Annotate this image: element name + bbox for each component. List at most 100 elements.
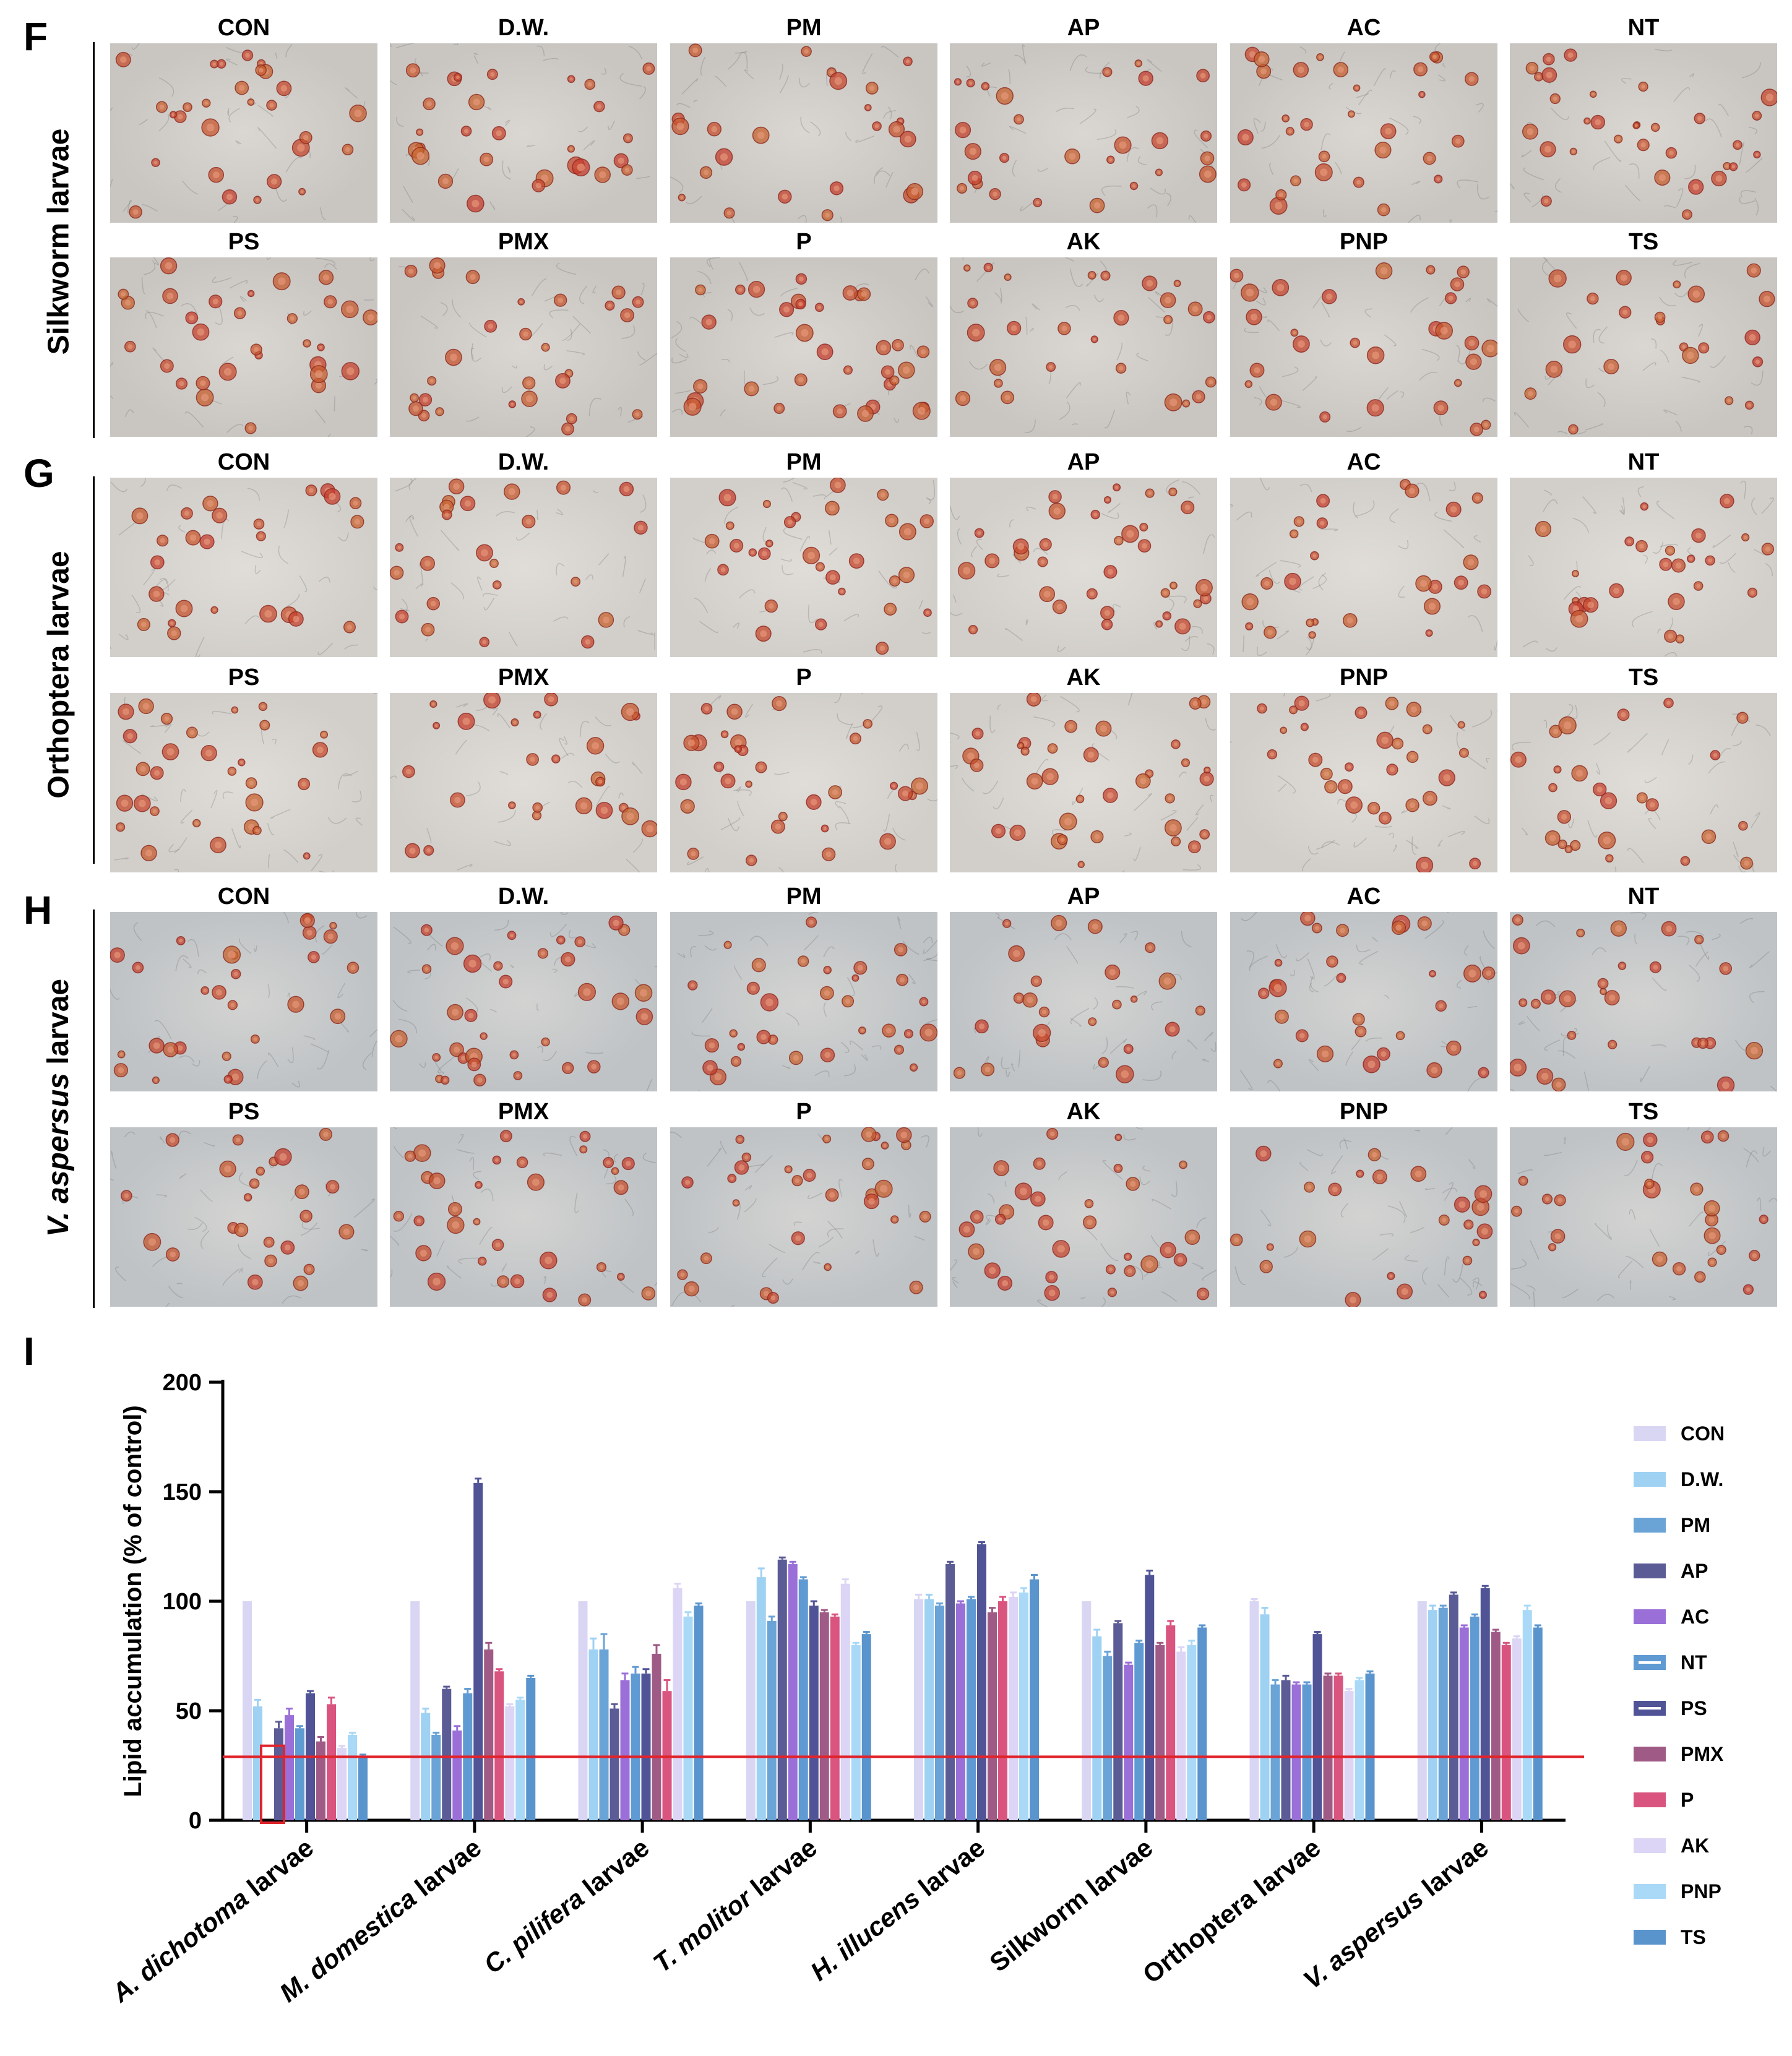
micrograph-label: NT [1627, 449, 1660, 475]
micrograph-cell: TS [1510, 665, 1777, 872]
bar-p [1333, 1675, 1343, 1820]
bar-nt [1134, 1643, 1144, 1820]
micrograph-image [950, 43, 1217, 223]
legend-label: AP [1681, 1559, 1708, 1582]
legend-item: TS [1634, 1914, 1782, 1960]
bar-dw [1260, 1614, 1270, 1820]
micrograph-cell: AK [950, 229, 1217, 437]
micrograph-image [950, 693, 1217, 872]
legend-label: PS [1681, 1697, 1707, 1719]
bar-pnp [1187, 1645, 1197, 1820]
panel-letter-g: G [24, 451, 54, 496]
micrograph-label: PMX [498, 1099, 549, 1125]
bar-nt [1302, 1684, 1312, 1820]
legend-swatch [1634, 1518, 1666, 1533]
bar-pm [431, 1734, 441, 1820]
y-tick-label: 100 [163, 1589, 202, 1615]
bar-pmx [316, 1741, 325, 1820]
legend-item: PS [1634, 1685, 1782, 1731]
bar-ak [1512, 1638, 1522, 1820]
legend-swatch [1634, 1564, 1666, 1578]
micrograph-cell: PMX [390, 665, 657, 872]
bracket-f [93, 42, 95, 438]
bar-pm [1103, 1656, 1113, 1820]
bar-nt [1470, 1616, 1480, 1820]
micrograph-cell: NT [1510, 449, 1777, 657]
micrograph-label: D.W. [498, 449, 549, 475]
bar-ts [358, 1757, 368, 1820]
bar-ak [337, 1748, 347, 1820]
legend-label: CON [1681, 1422, 1725, 1445]
micrograph-image [1230, 693, 1497, 872]
bar-ac [1124, 1664, 1134, 1820]
micrograph-image [390, 1127, 657, 1307]
legend-item: P [1634, 1777, 1782, 1823]
micrograph-label: PM [786, 884, 822, 910]
bar-pnp [1522, 1610, 1532, 1820]
micrograph-cell: CON [110, 15, 377, 223]
bar-nt [967, 1599, 976, 1820]
micrograph-label: PMX [498, 229, 549, 255]
micrograph-cell: PS [110, 1099, 377, 1307]
bracket-h [93, 910, 95, 1308]
micrograph-cell: CON [110, 449, 377, 657]
highlight-box [260, 1744, 285, 1825]
bar-con [914, 1599, 923, 1820]
bar-pm [1438, 1607, 1448, 1820]
micrograph-image [1510, 912, 1777, 1091]
bar-nt [798, 1579, 808, 1820]
bar-p [998, 1601, 1007, 1820]
bar-pnp [515, 1700, 525, 1820]
legend-swatch [1634, 1655, 1666, 1670]
micrograph-image [950, 1127, 1217, 1307]
micrograph-cell: PMX [390, 1099, 657, 1307]
bar-dw [588, 1649, 598, 1820]
bar-ap [442, 1688, 452, 1820]
panel-letter-i: I [24, 1329, 35, 1374]
legend-swatch [1634, 1930, 1666, 1945]
legend-label: AC [1681, 1605, 1710, 1628]
bar-ps [473, 1482, 483, 1820]
bar-dw [924, 1599, 934, 1820]
bar-con [746, 1601, 756, 1820]
bar-pnp [348, 1734, 357, 1820]
micrograph-label: TS [1628, 1099, 1659, 1125]
micrograph-cell: NT [1510, 15, 1777, 223]
legend-swatch [1634, 1838, 1666, 1853]
micrograph-cell: AC [1230, 449, 1497, 657]
legend-item: AK [1634, 1823, 1782, 1869]
bar-p [1166, 1625, 1176, 1820]
bar-pm [1270, 1684, 1280, 1820]
bar-pm [767, 1620, 777, 1820]
micrograph-cell: CON [110, 884, 377, 1091]
micrograph-label: PS [228, 665, 260, 690]
legend-swatch [1634, 1426, 1666, 1441]
legend-item: AC [1634, 1594, 1782, 1640]
bracket-g [93, 476, 95, 864]
bar-ak [1176, 1651, 1186, 1820]
bar-pmx [819, 1612, 829, 1820]
legend-item: NT [1634, 1640, 1782, 1685]
micrograph-label: AC [1346, 449, 1381, 475]
lipid-bar-chart: I 0 50 100 150 200 Lipid accumulation (% of co… [0, 1318, 1792, 2056]
bar-p [1501, 1645, 1511, 1820]
bar-pnp [683, 1616, 693, 1820]
legend-item: CON [1634, 1411, 1782, 1456]
bar-ps [1145, 1575, 1155, 1820]
bar-pmx [1155, 1645, 1165, 1820]
micrograph-label: AK [1066, 665, 1101, 690]
row-label-aspersus: V. aspersus larvae [42, 978, 75, 1237]
bar-dw [1428, 1610, 1437, 1820]
micrograph-cell: AP [950, 884, 1217, 1091]
bar-ts [1030, 1579, 1039, 1820]
bar-ak [505, 1706, 515, 1820]
x-category-label: H. illucens larvae [805, 1833, 990, 1986]
bar-pmx [1323, 1675, 1333, 1820]
bar-con [578, 1601, 588, 1820]
bar-ac [1291, 1684, 1301, 1820]
micrograph-cell: PNP [1230, 229, 1497, 437]
bar-con [1082, 1601, 1092, 1820]
legend-label: NT [1681, 1651, 1707, 1674]
micrograph-image [950, 912, 1217, 1091]
micrograph-cell: PNP [1230, 665, 1497, 872]
